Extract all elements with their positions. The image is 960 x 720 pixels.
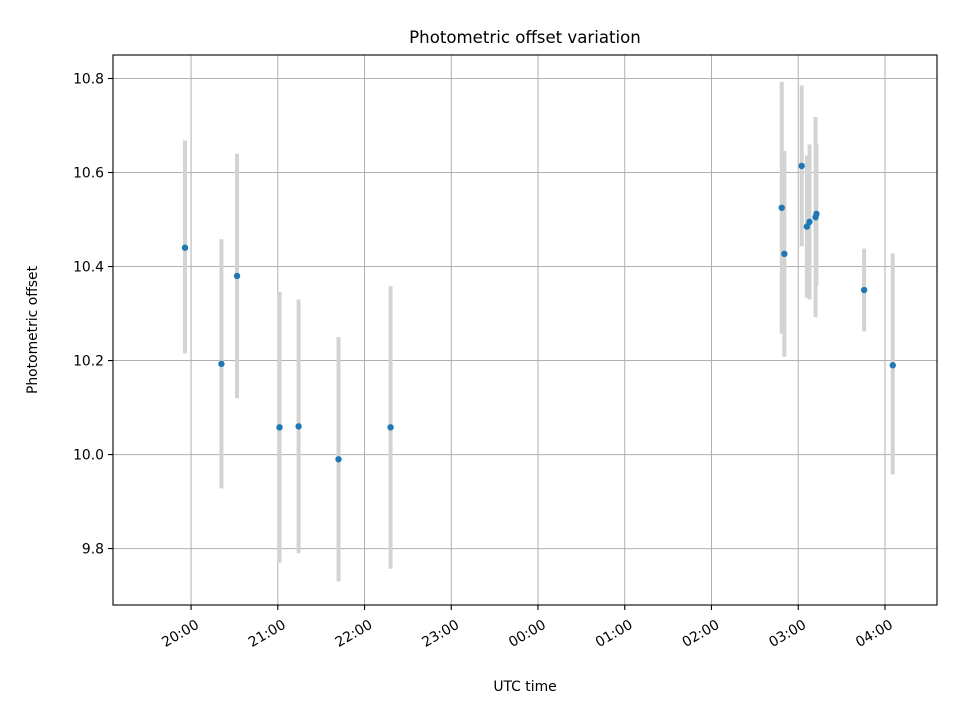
data-point [806, 218, 813, 226]
plot-frame [112, 54, 938, 606]
data-point [233, 272, 241, 280]
data-point [813, 210, 820, 218]
x-tick-label: 21:00 [246, 617, 289, 651]
y-tick-label: 10.6 [73, 166, 104, 182]
y-axis-label: Photometric offset [25, 265, 41, 394]
x-tick-label: 04:00 [853, 617, 896, 651]
x-tick-label: 01:00 [593, 617, 636, 651]
data-point [335, 456, 342, 463]
x-axis-ticks: 20:00 21:00 22:00 23:00 00:00 01:00 02:00 03:00… [159, 605, 896, 651]
data-point [860, 286, 868, 294]
x-tick-label: 03:00 [766, 617, 809, 651]
y-axis-ticks: 9.8 10.0 10.2 10.4 10.6 10.8 [73, 72, 113, 558]
data-point [276, 424, 283, 431]
data-points [181, 162, 896, 463]
error-bars [182, 81, 895, 582]
data-point [181, 244, 189, 251]
data-point [295, 423, 302, 430]
data-point [781, 250, 788, 258]
data-point [803, 223, 811, 230]
data-point [387, 424, 394, 431]
y-tick-label: 10.0 [73, 448, 104, 464]
x-tick-label: 02:00 [680, 617, 723, 651]
y-tick-label: 10.2 [73, 354, 104, 370]
grid [113, 55, 937, 605]
x-axis-label: UTC time [493, 679, 556, 695]
x-tick-label: 22:00 [333, 617, 376, 651]
chart-title: Photometric offset variation [409, 28, 641, 47]
x-tick-label: 23:00 [419, 617, 462, 651]
x-tick-label: 20:00 [159, 617, 202, 651]
data-point [778, 204, 785, 211]
y-tick-label: 10.4 [73, 260, 104, 276]
y-tick-label: 9.8 [82, 542, 104, 558]
y-tick-label: 10.8 [73, 72, 104, 88]
x-tick-label: 00:00 [506, 617, 549, 651]
data-point [889, 362, 896, 369]
data-point [798, 162, 805, 170]
data-point [218, 360, 225, 368]
